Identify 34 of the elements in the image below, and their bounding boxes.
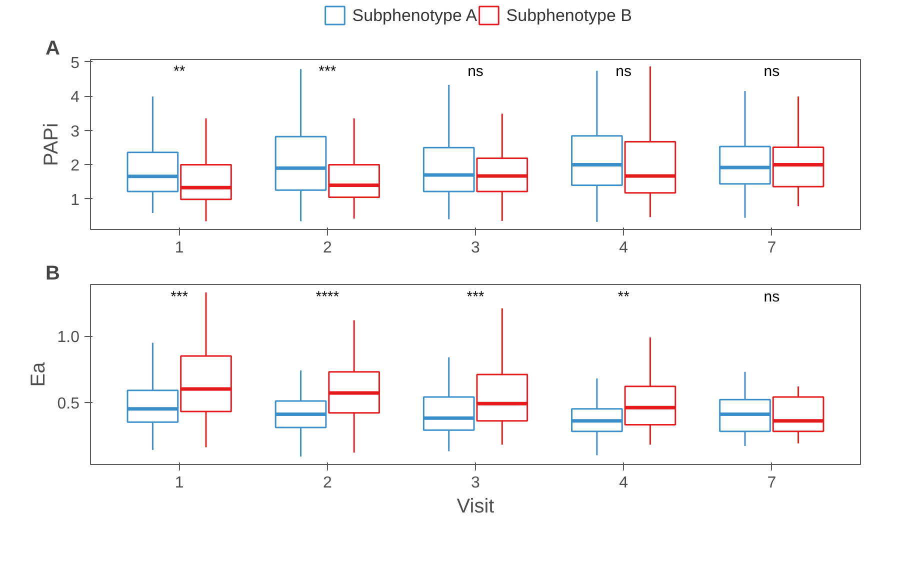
y-tick-label: 5 — [70, 54, 80, 72]
y-tick-label: 1 — [70, 192, 80, 209]
annotation: ns — [764, 62, 780, 80]
chart-title: B — [46, 262, 60, 284]
x-tick-label: 2 — [322, 474, 332, 492]
x-tick-label: 1 — [174, 474, 184, 492]
legend-label: Subphenotype A — [352, 6, 478, 25]
chart-title: A — [46, 38, 60, 60]
x-axis-title: Visit — [456, 496, 495, 518]
annotation: **** — [316, 288, 340, 306]
y-axis-title: Ea — [27, 361, 50, 387]
y-tick-label: 3 — [70, 123, 80, 140]
annotation: *** — [466, 288, 484, 306]
annotation: ns — [764, 288, 780, 306]
annotation: *** — [170, 288, 188, 306]
legend-label: Subphenotype B — [506, 6, 632, 25]
annotation: *** — [318, 62, 336, 80]
x-tick-label: 2 — [322, 240, 332, 256]
annotation: ns — [468, 62, 484, 80]
x-tick-label: 7 — [767, 240, 776, 256]
y-tick-label: 4 — [70, 89, 80, 106]
x-tick-label: 7 — [767, 474, 776, 492]
annotation: ns — [616, 62, 632, 80]
y-tick-label: 1.0 — [57, 329, 80, 346]
x-tick-label: 4 — [619, 474, 628, 492]
annotation: ** — [618, 288, 630, 306]
y-tick-label: 0.5 — [57, 395, 80, 412]
annotation: ** — [174, 62, 186, 80]
x-tick-label: 1 — [174, 240, 184, 256]
x-tick-label: 3 — [471, 474, 480, 492]
y-axis-title: PAPi — [40, 123, 63, 166]
x-tick-label: 3 — [471, 240, 480, 256]
y-tick-label: 2 — [70, 158, 80, 175]
x-tick-label: 4 — [619, 240, 628, 256]
